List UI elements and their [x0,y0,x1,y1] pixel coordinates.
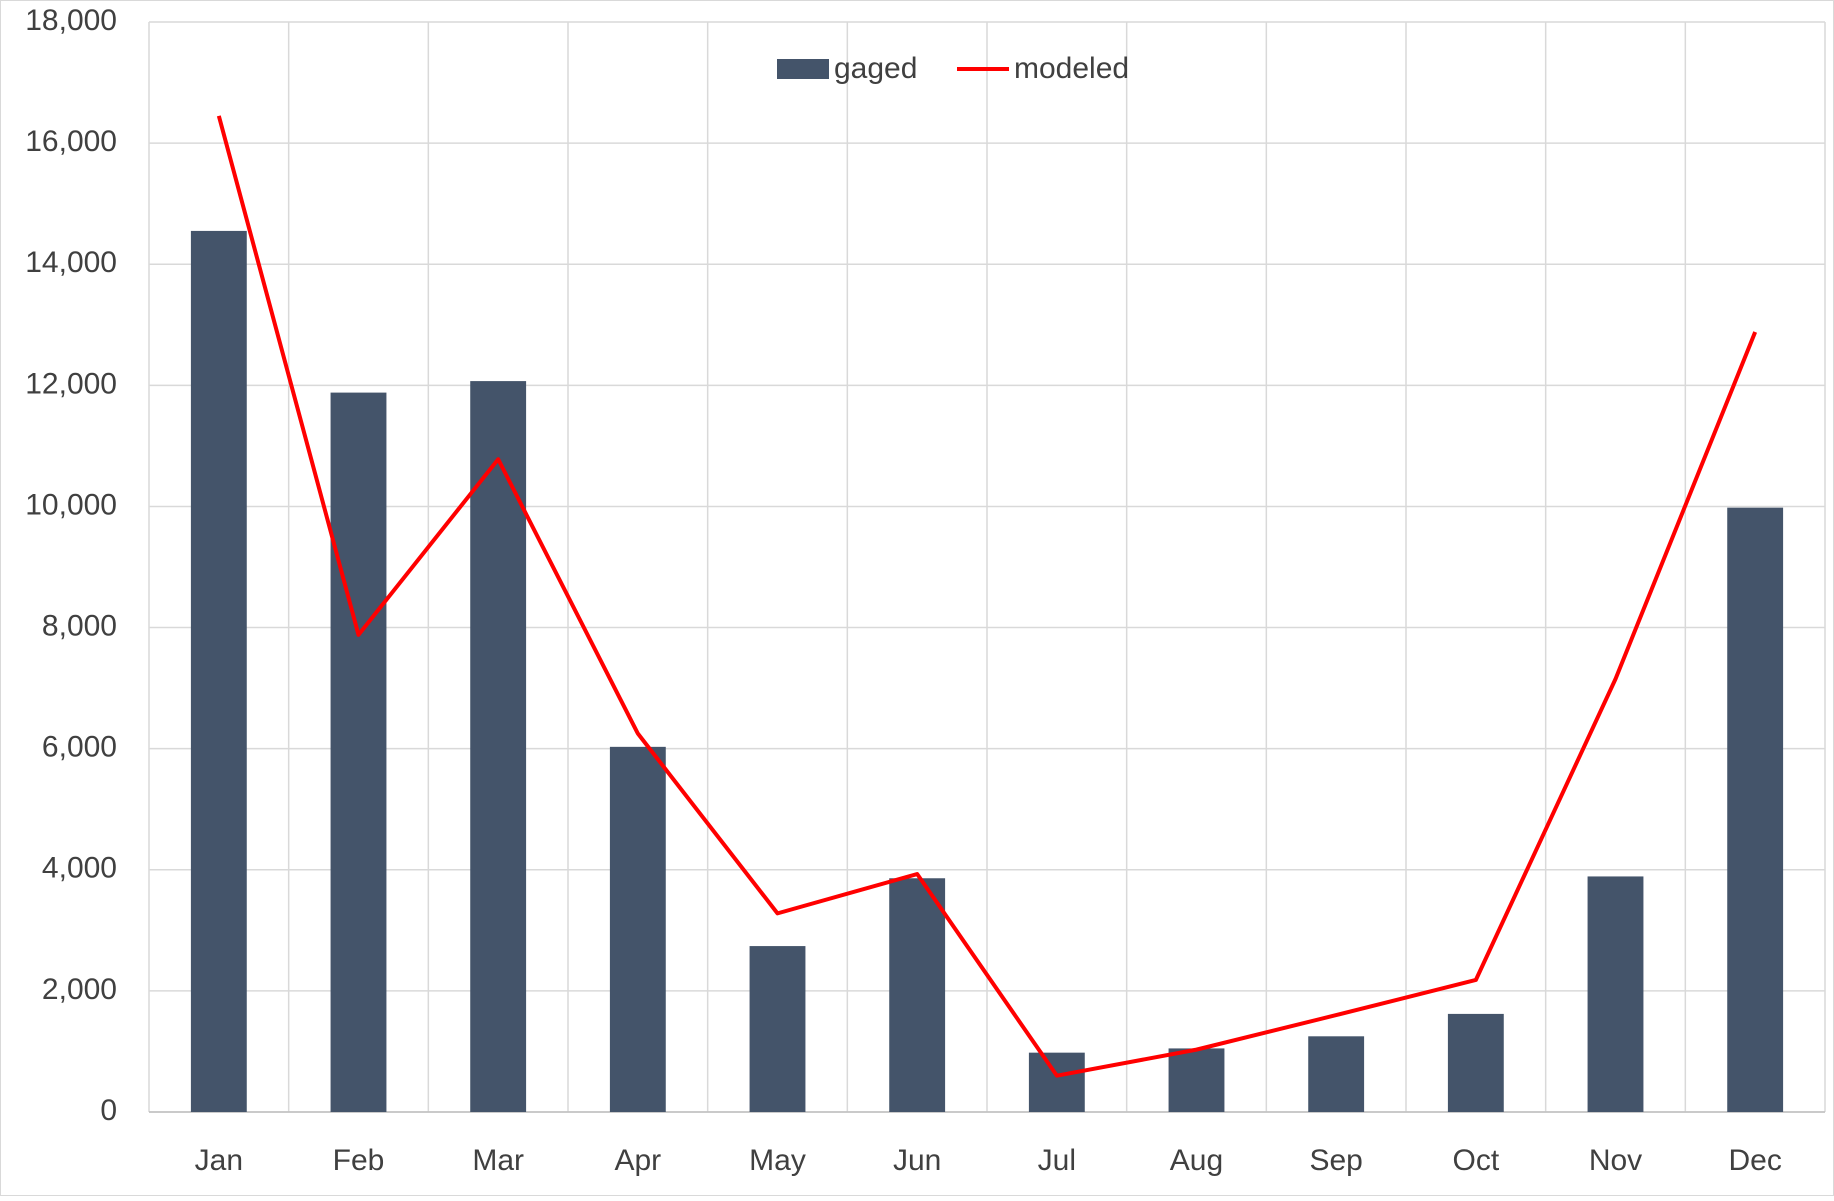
bar [330,392,387,1113]
x-tick-label: Sep [1309,1144,1362,1177]
y-tick-label: 10,000 [25,488,117,521]
x-tick-label: Feb [333,1144,385,1177]
y-tick-label: 16,000 [25,125,117,158]
x-tick-label: Oct [1452,1144,1499,1177]
y-tick-label: 0 [100,1094,117,1127]
bar [749,946,806,1112]
bar [1168,1048,1225,1112]
y-tick-label: 8,000 [42,609,117,642]
x-tick-label: Aug [1170,1144,1223,1177]
y-tick-label: 12,000 [25,367,117,400]
x-tick-label: Apr [614,1144,661,1177]
x-tick-label: Mar [472,1144,524,1177]
y-tick-label: 14,000 [25,246,117,279]
x-tick-label: Jan [195,1144,243,1177]
y-tick-label: 6,000 [42,731,117,764]
line [216,115,1758,1078]
bar [1447,1013,1504,1112]
x-tick-label: Jun [893,1144,941,1177]
x-tick-label: Nov [1589,1144,1642,1177]
x-tick-label: Jul [1038,1144,1076,1177]
legend-label: modeled [1014,52,1129,85]
bar [1587,876,1644,1112]
x-tick-label: Dec [1728,1144,1781,1177]
y-tick-label: 2,000 [42,973,117,1006]
bar [190,230,247,1112]
y-tick-label: 18,000 [25,4,117,37]
legend-swatch [777,59,829,79]
legend-label: gaged [834,52,917,85]
bar [470,381,527,1112]
bar [889,878,946,1112]
y-tick-label: 4,000 [42,852,117,885]
bar [1727,507,1784,1113]
bar [1308,1036,1365,1112]
bar [1028,1052,1085,1112]
x-tick-label: May [749,1144,806,1177]
bar [609,746,666,1112]
